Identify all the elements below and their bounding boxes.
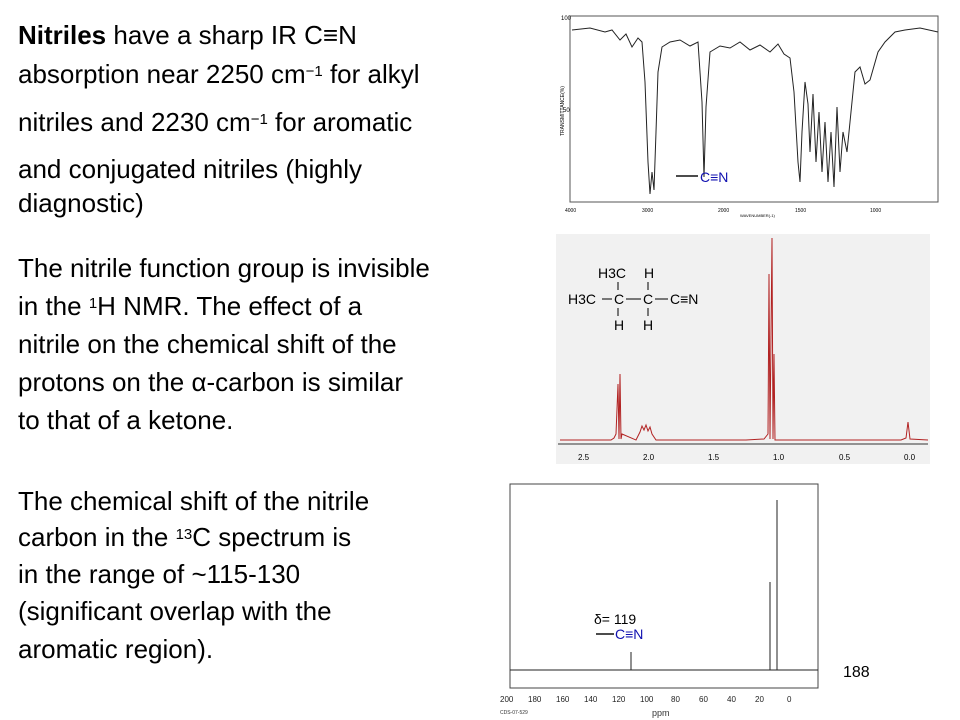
c-xtick-180: 180 xyxy=(528,695,542,704)
nitrile-structure: H3C H H3C C C C≡N H H xyxy=(568,265,698,333)
p2-line5: to that of a ketone. xyxy=(18,405,234,435)
p3-line4: (significant overlap with the xyxy=(18,596,332,626)
h-nmr-xtick-1.5: 1.5 xyxy=(708,453,720,462)
ir-xtick-1000: 1000 xyxy=(870,208,881,214)
c-nmr-shift-label: δ= 119 xyxy=(594,611,636,627)
ir-frame xyxy=(569,15,939,203)
p2-line2: in the 1H NMR. The effect of a xyxy=(18,291,363,321)
c-xtick-60: 60 xyxy=(699,695,708,704)
ir-trace xyxy=(571,27,939,195)
c-nmr-xticks: 200 180 160 140 120 100 80 60 40 20 0 xyxy=(500,695,792,704)
p1-line3: nitriles and 2230 cm−1 for aromatic xyxy=(18,107,413,137)
c-xtick-20: 20 xyxy=(755,695,764,704)
p3-line2: carbon in the 13C spectrum is xyxy=(18,522,352,552)
page-number: 188 xyxy=(843,664,870,681)
c-nmr-code: CDS-07-529 xyxy=(500,710,528,716)
p2-line1: The nitrile function group is invisible xyxy=(18,253,430,283)
h-nmr-trace xyxy=(560,237,929,441)
c-xtick-140: 140 xyxy=(584,695,598,704)
c-xtick-40: 40 xyxy=(727,695,736,704)
struct-c2: C xyxy=(643,291,653,307)
p3-line5: aromatic region). xyxy=(18,634,214,664)
h-nmr-xtick-1.0: 1.0 xyxy=(773,453,785,462)
struct-c1: C xyxy=(614,291,624,307)
c-xtick-200: 200 xyxy=(500,695,514,704)
struct-h-top: H xyxy=(644,265,654,281)
p1-line5: diagnostic) xyxy=(18,188,144,218)
nitriles-bold: Nitriles xyxy=(18,20,107,50)
c-nmr-frame xyxy=(509,483,819,689)
ir-ylabel: TRANSMITTANCE(%) xyxy=(560,86,566,136)
ir-xtick-3000: 3000 xyxy=(642,208,653,214)
struct-nitrile: C≡N xyxy=(670,291,698,307)
c-xtick-0: 0 xyxy=(787,695,792,704)
p2-line3: nitrile on the chemical shift of the xyxy=(18,329,397,359)
c-xtick-160: 160 xyxy=(556,695,570,704)
h-nmr-spectrum: H3C H H3C C C C≡N H H 2.5 2.0 1.5 1.0 0.… xyxy=(556,234,930,464)
c13-nmr-spectrum: δ= 119 C≡N 200 180 160 140 120 100 80 60… xyxy=(498,482,820,718)
p3-line1: The chemical shift of the nitrile xyxy=(18,486,370,516)
c-nmr-cn-annotation: C≡N xyxy=(615,626,643,642)
ir-spectrum: 100 50 TRANSMITTANCE(%) C≡N 4000 3000 20… xyxy=(560,12,940,218)
ir-xtick-1500: 1500 xyxy=(795,208,806,214)
struct-h3c-left: H3C xyxy=(568,291,596,307)
p3-line3: in the range of ~115-130 xyxy=(18,559,301,589)
p1-line2: absorption near 2250 cm−1 for alkyl xyxy=(18,59,420,89)
ir-ytick-100: 100 xyxy=(561,16,572,22)
c-nmr-xlabel: ppm xyxy=(652,708,670,718)
c-xtick-80: 80 xyxy=(671,695,680,704)
ir-ytick-50: 50 xyxy=(563,108,570,114)
struct-h-bottom-right: H xyxy=(643,317,653,333)
ir-xlabel: WAVENUMBER(-1) xyxy=(740,213,776,218)
p2-line4: protons on the α-carbon is similar xyxy=(18,367,403,397)
h-nmr-xtick-0.0: 0.0 xyxy=(904,453,916,462)
h-nmr-xtick-2.5: 2.5 xyxy=(578,453,590,462)
struct-h-bottom-left: H xyxy=(614,317,624,333)
ir-cn-annotation: C≡N xyxy=(700,169,728,185)
c-xtick-100: 100 xyxy=(640,695,654,704)
h-nmr-xtick-0.5: 0.5 xyxy=(839,453,851,462)
ir-xtick-4000: 4000 xyxy=(565,208,576,214)
struct-h3c-top: H3C xyxy=(598,265,626,281)
p1-line1: Nitriles have a sharp IR C≡N xyxy=(18,20,357,50)
c-xtick-120: 120 xyxy=(612,695,626,704)
h-nmr-xtick-2.0: 2.0 xyxy=(643,453,655,462)
p1-line4: and conjugated nitriles (highly xyxy=(18,154,362,184)
ir-xtick-2000: 2000 xyxy=(718,208,729,214)
